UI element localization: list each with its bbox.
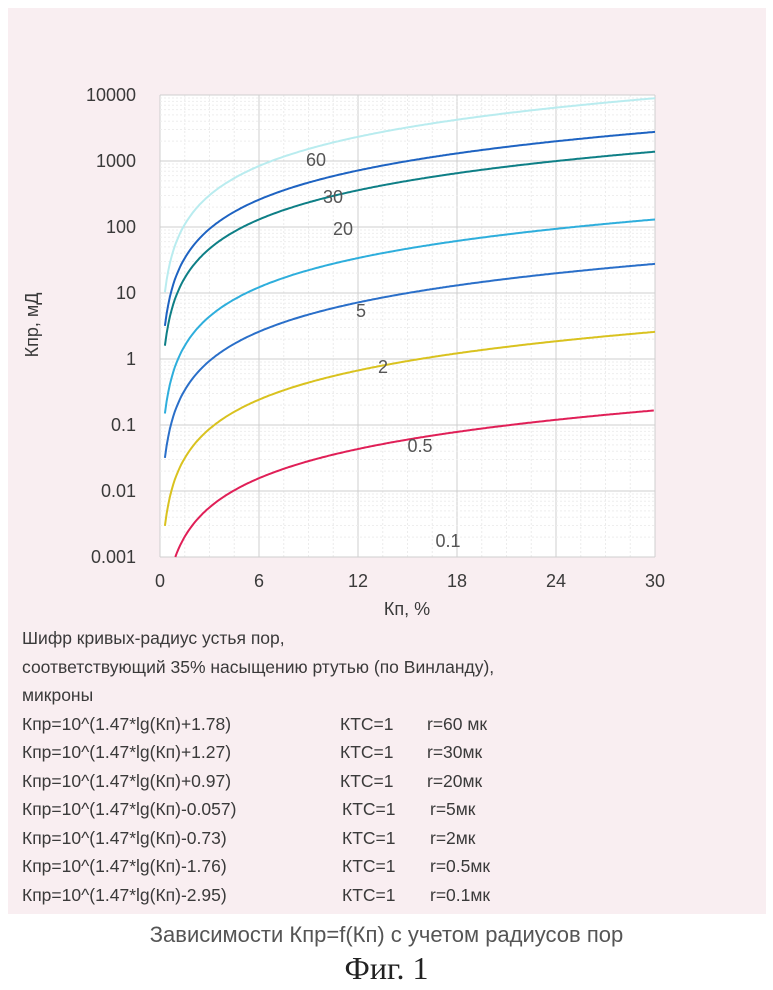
y-axis-ticks: 0.001 0.01 0.1 1 10 100 1000 10000 [86, 85, 136, 567]
curve-label: 30 [323, 187, 343, 207]
y-tick-label: 0.01 [101, 481, 136, 501]
equation-radius: r=60 мк [427, 710, 487, 739]
y-axis-title: Кпр, мД [22, 293, 42, 358]
equation-row-5: Кпр=10^(1.47*lg(Кп)-0.057) КТС=1 r=5мк [22, 795, 762, 824]
x-tick-label: 0 [155, 571, 165, 591]
equation-radius: r=5мк [430, 795, 475, 824]
x-tick-label: 30 [645, 571, 665, 591]
y-tick-label: 0.1 [111, 415, 136, 435]
equation-radius: r=30мк [427, 738, 482, 767]
equation-ktc: КТС=1 [342, 852, 395, 881]
equation-formula: Кпр=10^(1.47*lg(Кп)+1.78) [22, 710, 231, 739]
equation-ktc: КТС=1 [342, 881, 395, 910]
equation-row-0-1: Кпр=10^(1.47*lg(Кп)-2.95) КТС=1 r=0.1мк [22, 881, 762, 910]
curve-label: 5 [356, 301, 366, 321]
curve-label: 0.1 [435, 531, 460, 551]
equation-row-0-5: Кпр=10^(1.47*lg(Кп)-1.76) КТС=1 r=0.5мк [22, 852, 762, 881]
x-axis-title: Кп, % [384, 599, 430, 619]
equation-row-2: Кпр=10^(1.47*lg(Кп)-0.73) КТС=1 r=2мк [22, 824, 762, 853]
equation-radius: r=20мк [427, 767, 482, 796]
equation-formula: Кпр=10^(1.47*lg(Кп)-2.95) [22, 881, 227, 910]
y-tick-label: 10 [116, 283, 136, 303]
curve-label: 2 [378, 357, 388, 377]
equation-row-30: Кпр=10^(1.47*lg(Кп)+1.27) КТС=1 r=30мк [22, 738, 762, 767]
figure-label: Фиг. 1 [0, 950, 773, 987]
equation-row-20: Кпр=10^(1.47*lg(Кп)+0.97) КТС=1 r=20мк [22, 767, 762, 796]
equation-formula: Кпр=10^(1.47*lg(Кп)-0.057) [22, 795, 236, 824]
y-tick-label: 1000 [96, 151, 136, 171]
equation-radius: r=2мк [430, 824, 475, 853]
equation-radius: r=0.1мк [430, 881, 490, 910]
y-tick-label: 10000 [86, 85, 136, 105]
x-tick-label: 12 [348, 571, 368, 591]
y-tick-label: 0.001 [91, 547, 136, 567]
curve-label: 20 [333, 219, 353, 239]
equation-radius: r=0.5мк [430, 852, 490, 881]
equation-row-60: Кпр=10^(1.47*lg(Кп)+1.78) КТС=1 r=60 мк [22, 710, 762, 739]
x-tick-label: 6 [254, 571, 264, 591]
equation-formula: Кпр=10^(1.47*lg(Кп)-1.76) [22, 852, 227, 881]
equation-ktc: КТС=1 [342, 824, 395, 853]
equation-ktc: КТС=1 [342, 795, 395, 824]
figure-caption: Зависимости Кпр=f(Кп) с учетом радиусов … [0, 922, 773, 948]
y-tick-label: 100 [106, 217, 136, 237]
legend-heading-line-2: соответствующий 35% насыщению ртутью (по… [22, 653, 762, 682]
legend-block: Шифр кривых-радиус устья пор, соответств… [22, 624, 762, 909]
equation-formula: Кпр=10^(1.47*lg(Кп)+1.27) [22, 738, 231, 767]
equation-formula: Кпр=10^(1.47*lg(Кп)+0.97) [22, 767, 231, 796]
equation-formula: Кпр=10^(1.47*lg(Кп)-0.73) [22, 824, 227, 853]
legend-heading-line-3: микроны [22, 681, 762, 710]
x-tick-label: 18 [447, 571, 467, 591]
legend-heading-line-1: Шифр кривых-радиус устья пор, [22, 624, 762, 653]
equation-ktc: КТС=1 [340, 767, 393, 796]
equation-ktc: КТС=1 [340, 710, 393, 739]
permeability-chart: 603020520.50.1 0.0010.010.11101001000100… [0, 0, 773, 640]
curve-label: 0.5 [407, 436, 432, 456]
equation-ktc: КТС=1 [340, 738, 393, 767]
x-tick-label: 24 [546, 571, 566, 591]
x-axis-ticks: 0 6 12 18 24 30 [155, 571, 665, 591]
curve-label: 60 [306, 150, 326, 170]
y-tick-label: 1 [126, 349, 136, 369]
